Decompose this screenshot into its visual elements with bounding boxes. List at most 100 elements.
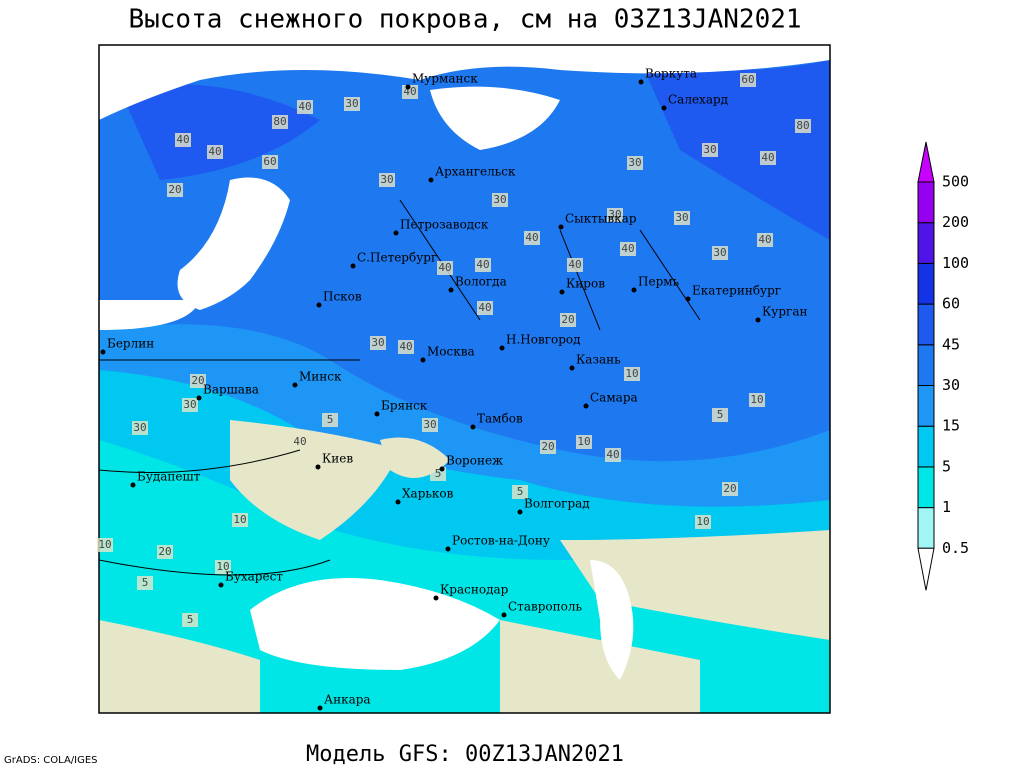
city-label: Варшава bbox=[203, 383, 259, 397]
city-dot bbox=[218, 582, 224, 588]
colorbar-label: 30 bbox=[942, 376, 960, 394]
colorbar-swatch bbox=[917, 181, 935, 224]
city-dot bbox=[374, 411, 380, 417]
contour-label-bg bbox=[576, 435, 592, 449]
contour-label: 30 bbox=[371, 336, 384, 349]
contour-label-bg bbox=[712, 408, 728, 422]
contour-label-bg bbox=[740, 73, 756, 87]
city-label: Псков bbox=[323, 290, 362, 304]
contour-label-bg bbox=[437, 261, 453, 275]
colorbar-swatch bbox=[917, 385, 935, 427]
city-label: Краснодар bbox=[440, 583, 509, 597]
contour-label-bg bbox=[722, 482, 738, 496]
contour-label-bg bbox=[760, 151, 776, 165]
city-label: Архангельск bbox=[435, 165, 516, 179]
contour-label: 30 bbox=[423, 418, 436, 431]
contour-label-bg bbox=[627, 156, 643, 170]
contour-label: 5 bbox=[435, 467, 442, 480]
contour-label: 60 bbox=[741, 73, 754, 86]
city-dot bbox=[196, 395, 202, 401]
contour-label-bg bbox=[560, 313, 576, 327]
city-dot bbox=[130, 482, 136, 488]
city-label: Самара bbox=[590, 391, 638, 405]
contour-label-bg bbox=[695, 515, 711, 529]
contour-label: 5 bbox=[142, 576, 149, 589]
city-dot bbox=[569, 365, 575, 371]
colorbar-label: 500 bbox=[942, 173, 969, 191]
city-label: Харьков bbox=[402, 487, 454, 501]
contour-label-bg bbox=[605, 448, 621, 462]
city-dot bbox=[433, 595, 439, 601]
contour-label: 40 bbox=[525, 231, 538, 244]
city-dot bbox=[470, 424, 476, 430]
colorbar-triangle bbox=[917, 141, 935, 183]
contour-label: 10 bbox=[98, 538, 111, 551]
contour-label-bg bbox=[182, 613, 198, 627]
city-label: Ставрополь bbox=[508, 600, 582, 614]
contour-label: 10 bbox=[696, 515, 709, 528]
colorbar-label: 15 bbox=[942, 417, 960, 435]
city-dot bbox=[448, 287, 454, 293]
city-dot bbox=[559, 289, 565, 295]
contour-label-bg bbox=[167, 183, 183, 197]
contour-label: 40 bbox=[621, 242, 634, 255]
contour-label-bg bbox=[624, 367, 640, 381]
contour-label: 40 bbox=[606, 448, 619, 461]
city-dot bbox=[583, 403, 589, 409]
contour-label: 60 bbox=[263, 155, 276, 168]
contour-label-bg bbox=[540, 440, 556, 454]
contour-label: 30 bbox=[675, 211, 688, 224]
city-dot bbox=[445, 546, 451, 552]
contour-label: 30 bbox=[133, 421, 146, 434]
contour-label-bg bbox=[477, 301, 493, 315]
contour-label: 5 bbox=[187, 613, 194, 626]
contour-label: 40 bbox=[438, 261, 451, 274]
contour-label: 5 bbox=[717, 408, 724, 421]
contour-label: 40 bbox=[568, 258, 581, 271]
city-label: Брянск bbox=[381, 399, 428, 413]
contour-label-bg bbox=[175, 133, 191, 147]
contour-label-bg bbox=[674, 211, 690, 225]
contour-label: 80 bbox=[796, 119, 809, 132]
city-dot bbox=[685, 296, 691, 302]
city-dot bbox=[428, 177, 434, 183]
contour-label: 80 bbox=[273, 115, 286, 128]
contour-label: 30 bbox=[628, 156, 641, 169]
contour-label-bg bbox=[702, 143, 718, 157]
contour-label-bg bbox=[379, 173, 395, 187]
contour-label: 30 bbox=[713, 246, 726, 259]
colorbar-label: 1 bbox=[942, 498, 951, 516]
city-label: Москва bbox=[427, 345, 475, 359]
city-dot bbox=[501, 612, 507, 618]
city-dot bbox=[631, 287, 637, 293]
title: Высота снежного покрова, см на 03Z13JAN2… bbox=[128, 5, 801, 35]
contour-label-bg bbox=[215, 560, 231, 574]
contour-label-bg bbox=[344, 97, 360, 111]
contour-label: 40 bbox=[758, 233, 771, 246]
contour-label-bg bbox=[512, 485, 528, 499]
colorbar-label: 0.5 bbox=[942, 539, 969, 557]
contour-label-bg bbox=[757, 233, 773, 247]
city-label: Мурманск bbox=[412, 72, 478, 86]
contour-label: 40 bbox=[478, 301, 491, 314]
contour-label-bg bbox=[292, 435, 308, 449]
contour-label: 40 bbox=[399, 340, 412, 353]
contour-label-bg bbox=[475, 258, 491, 272]
contour-label-bg bbox=[620, 242, 636, 256]
colorbar-swatch bbox=[917, 507, 935, 549]
city-dot bbox=[292, 382, 298, 388]
city-dot bbox=[315, 464, 321, 470]
contour-label: 30 bbox=[345, 97, 358, 110]
city-dot bbox=[395, 499, 401, 505]
contour-label-bg bbox=[749, 393, 765, 407]
city-dot bbox=[661, 105, 667, 111]
contour-label-bg bbox=[422, 418, 438, 432]
contour-label-bg bbox=[97, 538, 113, 552]
contour-label: 30 bbox=[608, 208, 621, 221]
colorbar-triangle bbox=[917, 547, 935, 591]
map-frame bbox=[98, 44, 831, 714]
city-label: Анкара bbox=[324, 693, 371, 707]
colorbar-swatch bbox=[917, 262, 935, 305]
